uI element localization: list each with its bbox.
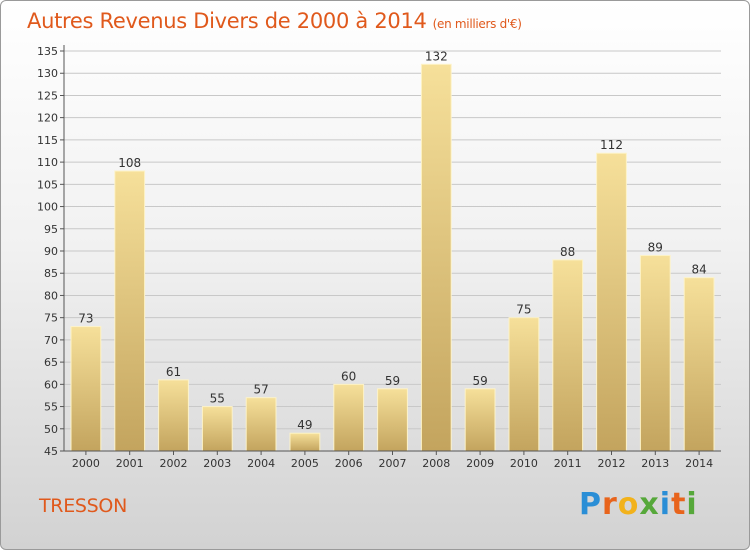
data-label-2010: 75 — [516, 303, 531, 317]
bar-2011 — [552, 259, 584, 452]
y-tick-label: 135 — [37, 45, 58, 58]
y-tick-label: 80 — [44, 289, 58, 302]
x-tick-label: 2010 — [510, 457, 538, 470]
bar-2005 — [289, 432, 321, 452]
chart-subtitle: (en milliers d'€) — [432, 17, 522, 31]
axes: 45 50 55 60 65 70 75 80 85 90 95 100 105 110 115 120 125… — [37, 45, 721, 470]
x-tick-label: 2004 — [247, 457, 275, 470]
x-tick-label: 2012 — [598, 457, 626, 470]
logo-letter: P — [579, 487, 602, 522]
y-tick-label: 50 — [44, 423, 58, 436]
bar-2010 — [508, 317, 540, 452]
logo-letter: r — [602, 487, 618, 522]
bar-2006 — [333, 383, 365, 452]
bar-2002 — [158, 379, 189, 452]
bar-2003 — [201, 406, 233, 452]
y-tick-label: 75 — [44, 312, 58, 325]
y-tick-label: 130 — [37, 67, 58, 80]
y-tick-label: 125 — [37, 89, 58, 102]
logo-letter: t — [671, 487, 687, 522]
bar-2000 — [70, 326, 102, 452]
y-tick-label: 95 — [44, 223, 58, 236]
logo-letter: x — [639, 487, 660, 522]
x-tick-label: 2002 — [160, 457, 188, 470]
y-tick-label: 90 — [44, 245, 58, 258]
bar-2007 — [377, 388, 408, 452]
x-tick-label: 2007 — [379, 457, 407, 470]
chart-title: Autres Revenus Divers de 2000 à 2014 — [27, 9, 427, 33]
x-tick-label: 2005 — [291, 457, 319, 470]
y-tick-label: 55 — [44, 401, 58, 414]
bar-2014 — [683, 277, 715, 452]
bar-2004 — [245, 397, 277, 452]
chart-title-block: Autres Revenus Divers de 2000 à 2014 (en … — [27, 9, 522, 33]
data-label-2002: 61 — [166, 365, 181, 379]
data-label-2005: 49 — [297, 418, 312, 432]
logo-letter: i — [659, 487, 672, 522]
y-tick-label: 45 — [44, 445, 58, 458]
data-label-2006: 60 — [341, 369, 356, 383]
x-tick-label: 2009 — [466, 457, 494, 470]
x-tick-label: 2000 — [72, 457, 100, 470]
bar-2012 — [596, 152, 627, 452]
bar-2001 — [114, 170, 146, 452]
data-label-2007: 59 — [385, 374, 400, 388]
data-label-2003: 55 — [210, 392, 225, 406]
commune-name: TRESSON — [39, 495, 128, 517]
y-tick-label: 70 — [44, 334, 58, 347]
x-tick-label: 2014 — [685, 457, 713, 470]
bar-2008 — [420, 63, 452, 452]
data-label-2012: 112 — [600, 138, 623, 152]
data-label-2000: 73 — [78, 312, 93, 326]
y-tick-label: 110 — [37, 156, 58, 169]
logo-letter: o — [617, 487, 640, 522]
y-tick-label: 85 — [44, 267, 58, 280]
data-label-2014: 84 — [691, 263, 706, 277]
bar-2013 — [639, 254, 671, 452]
y-tick-label: 60 — [44, 378, 58, 391]
x-tick-label: 2011 — [554, 457, 582, 470]
y-tick-label: 120 — [37, 112, 58, 125]
x-tick-label: 2006 — [335, 457, 363, 470]
x-tick-label: 2008 — [422, 457, 450, 470]
y-tick-label: 65 — [44, 356, 58, 369]
data-label-2009: 59 — [472, 374, 487, 388]
data-label-2013: 89 — [648, 240, 663, 254]
logo-letter: i — [686, 487, 698, 522]
x-tick-label: 2003 — [203, 457, 231, 470]
y-tick-label: 105 — [37, 178, 58, 191]
y-tick-label: 115 — [37, 134, 58, 147]
x-tick-label: 2001 — [116, 457, 144, 470]
data-label-2008: 132 — [425, 49, 448, 63]
data-label-2001: 108 — [118, 156, 141, 170]
bars: 73 108 61 55 57 49 60 59 132 59 75 88 112 89 84 — [70, 49, 715, 452]
proxiti-logo: Proxiti — [579, 487, 698, 522]
y-tick-label: 100 — [37, 201, 58, 214]
x-tick-label: 2013 — [641, 457, 669, 470]
bar-2009 — [464, 388, 496, 452]
data-label-2011: 88 — [560, 245, 575, 259]
data-label-2004: 57 — [253, 383, 268, 397]
